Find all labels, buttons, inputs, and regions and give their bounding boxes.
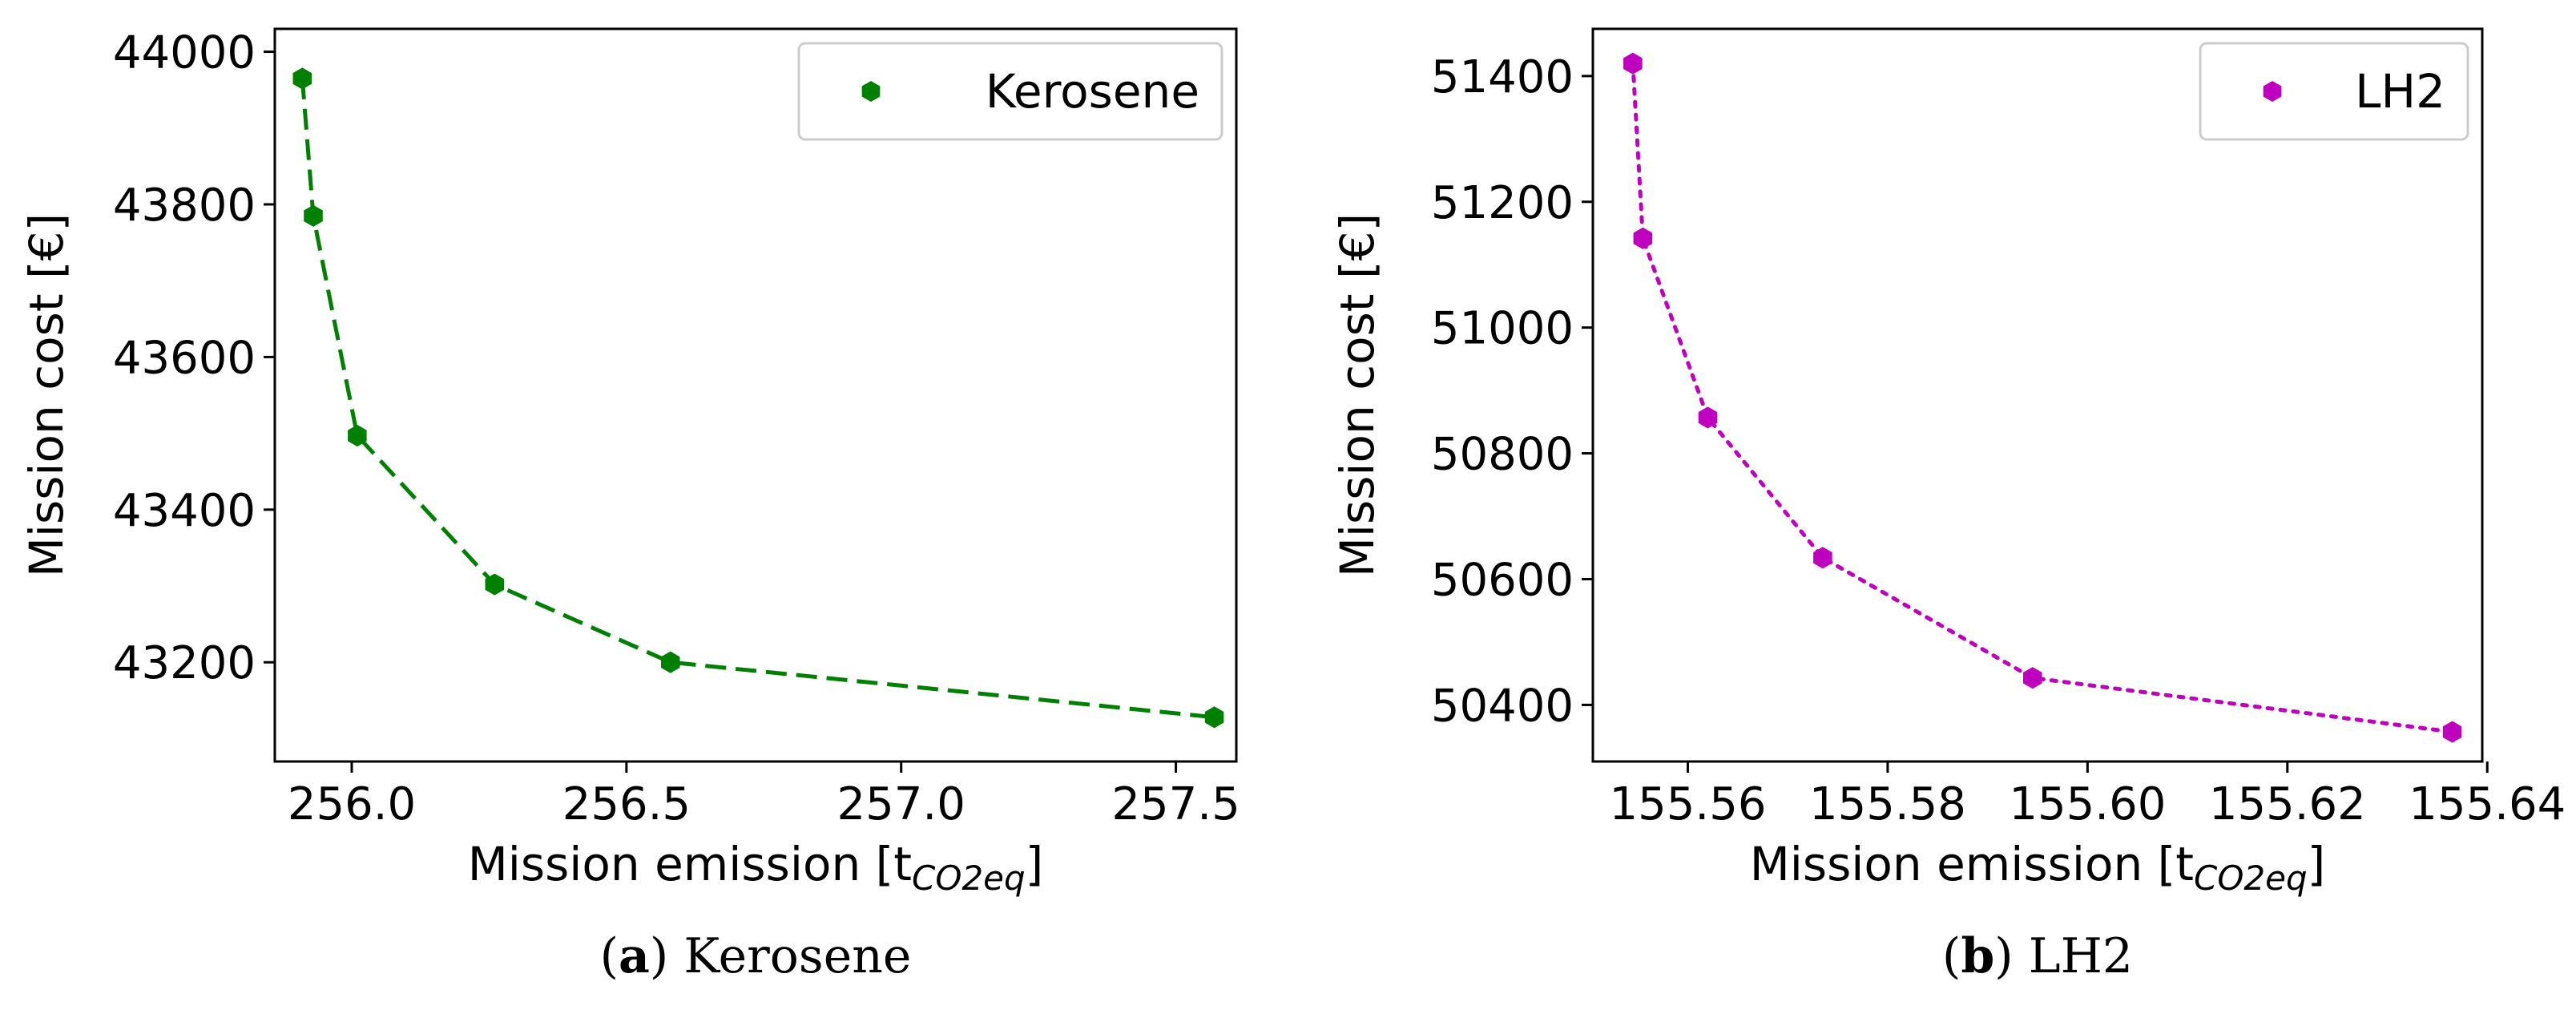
y-tick-label: 51200 bbox=[1431, 177, 1574, 229]
x-tick-label: 155.62 bbox=[2209, 778, 2366, 830]
series-line-lh2 bbox=[1631, 61, 2455, 734]
legend-label-lh2: LH2 bbox=[2355, 64, 2445, 119]
caption-letter: a bbox=[619, 928, 650, 984]
series-line-kerosene bbox=[300, 78, 1215, 720]
data-point bbox=[1623, 52, 1643, 75]
panel-kerosene-plot-frame bbox=[273, 27, 1238, 763]
data-point bbox=[1813, 547, 1832, 569]
y-tick-label: 43800 bbox=[113, 180, 256, 232]
legend-marker-lh2 bbox=[2263, 81, 2282, 102]
y-tick-label: 43200 bbox=[113, 637, 256, 689]
panel-lh2: 155.56 155.58 155.60 155.62 155.64 50400 50600… bbox=[1330, 27, 2566, 984]
caption-text: Kerosene bbox=[683, 928, 911, 984]
x-axis-label-main: Mission emission [t bbox=[468, 837, 912, 891]
panel-kerosene: 256.0 256.5 257.0 257.5 43200 43400 43600 43800… bbox=[19, 27, 1240, 984]
x-axis-label-end: ] bbox=[2308, 837, 2326, 891]
panel-kerosene-ticks: 256.0 256.5 257.0 257.5 43200 43400 43600 43800… bbox=[113, 27, 1240, 830]
data-point bbox=[1204, 706, 1224, 729]
y-tick-label: 50600 bbox=[1431, 554, 1574, 606]
legend-marker-kerosene bbox=[861, 81, 881, 102]
legend-box bbox=[2199, 42, 2469, 141]
y-axis-label: Mission cost [€] bbox=[19, 213, 74, 577]
x-tick-label: 155.60 bbox=[2009, 778, 2166, 830]
panel-kerosene-series bbox=[292, 67, 1224, 729]
data-point bbox=[485, 573, 504, 596]
caption-lh2: (b) LH2 bbox=[1942, 928, 2133, 984]
x-tick-label: 256.5 bbox=[562, 778, 691, 830]
y-tick-label: 50800 bbox=[1431, 429, 1574, 481]
legend-box bbox=[797, 42, 1223, 141]
panel-lh2-legend: LH2 bbox=[2199, 42, 2469, 141]
y-tick-label: 43600 bbox=[113, 332, 256, 384]
caption-kerosene: (a) Kerosene bbox=[600, 928, 912, 984]
x-tick-label: 257.5 bbox=[1111, 778, 1240, 830]
data-point bbox=[292, 67, 312, 90]
x-axis-label-end: ] bbox=[1026, 837, 1044, 891]
caption-letter: b bbox=[1961, 928, 1994, 984]
data-point bbox=[661, 651, 680, 673]
x-tick-label: 155.56 bbox=[1610, 778, 1767, 830]
panel-lh2-series bbox=[1623, 52, 2462, 743]
x-tick-label: 256.0 bbox=[288, 778, 416, 830]
data-point bbox=[2023, 667, 2042, 689]
y-tick-label: 43400 bbox=[113, 485, 256, 537]
data-point bbox=[304, 204, 323, 227]
x-tick-label: 257.0 bbox=[837, 778, 965, 830]
x-axis-label-main: Mission emission [t bbox=[1750, 837, 2194, 891]
legend-label-kerosene: Kerosene bbox=[986, 64, 1199, 119]
x-axis-label: Mission emission [tCO2eq] bbox=[1750, 837, 2326, 898]
y-tick-label: 44000 bbox=[113, 27, 256, 79]
x-tick-label: 155.64 bbox=[2409, 778, 2566, 830]
data-point bbox=[1698, 406, 1718, 429]
caption-text: LH2 bbox=[2029, 928, 2133, 984]
y-axis-label: Mission cost [€] bbox=[1330, 213, 1385, 577]
y-tick-label: 50400 bbox=[1431, 680, 1574, 732]
panel-lh2-ticks: 155.56 155.58 155.60 155.62 155.64 50400 50600… bbox=[1431, 51, 2566, 830]
y-tick-label: 51400 bbox=[1431, 51, 1574, 103]
x-tick-label: 155.58 bbox=[1809, 778, 1966, 830]
x-axis-label-subscript: CO2eq bbox=[2194, 858, 2308, 898]
panel-kerosene-legend: Kerosene bbox=[797, 42, 1223, 141]
data-point bbox=[2442, 721, 2462, 743]
x-axis-label-subscript: CO2eq bbox=[912, 858, 1026, 898]
data-point bbox=[1633, 227, 1653, 249]
data-point bbox=[348, 424, 367, 447]
x-axis-label: Mission emission [tCO2eq] bbox=[468, 837, 1044, 898]
panel-lh2-plot-frame bbox=[1591, 27, 2484, 763]
y-tick-label: 51000 bbox=[1431, 303, 1574, 355]
